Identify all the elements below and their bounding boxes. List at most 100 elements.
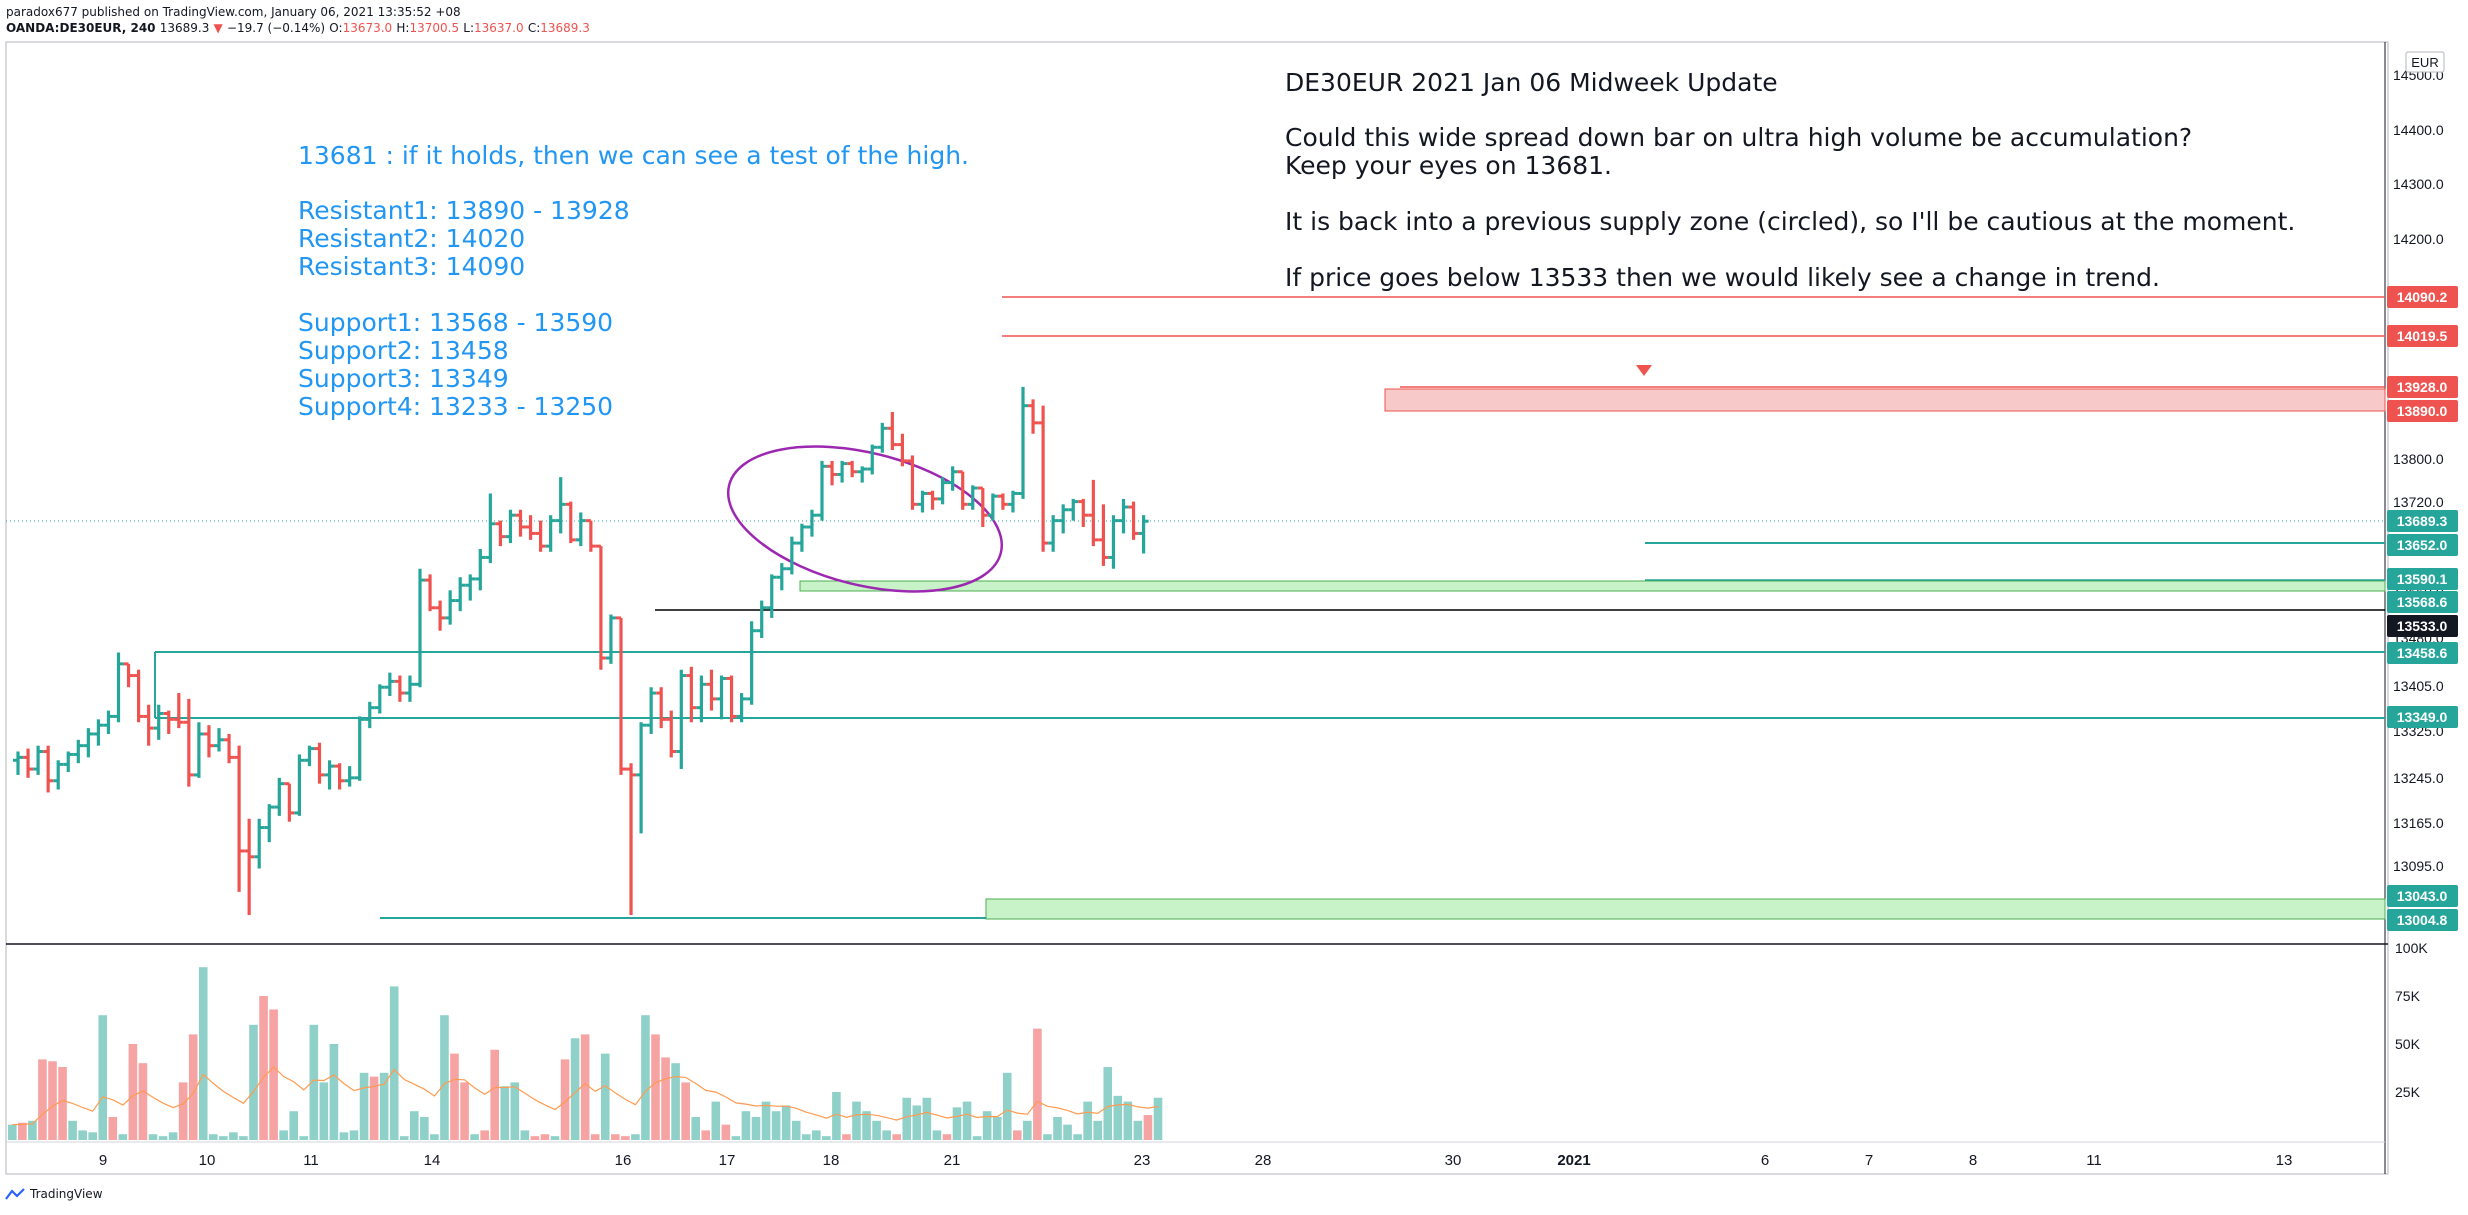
ohlc-bar [63,751,74,772]
volume-bar [1133,1120,1143,1140]
volume-tick-label: 25K [2395,1084,2421,1100]
volume-bar [279,1130,288,1140]
price-label-text: 13533.0 [2397,618,2448,634]
ohlc-bar [214,728,224,752]
symbol[interactable]: OANDA:DE30EUR, 240 [6,21,156,35]
volume-bar [942,1134,952,1140]
volume-tick-label: 50K [2395,1036,2421,1052]
header: paradox677 published on TradingView.com,… [0,0,2468,40]
ohlc-bar [1007,490,1018,513]
time-tick-label: 10 [199,1152,216,1169]
time-tick-label: 14 [424,1152,441,1169]
ohlc-bar [837,460,848,483]
left-notes[interactable]: 13681 : if it holds, then we can see a t… [298,141,969,421]
ohlc-bars [13,386,1149,916]
ohlc-bar [43,745,54,793]
ohlc-bar [927,490,938,510]
volume-bar [641,1015,650,1140]
volume-bar [761,1101,771,1140]
volume-bar [530,1136,540,1140]
volume-bar [48,1061,57,1140]
volume-bar [1023,1120,1032,1140]
volume-bar [671,1063,680,1140]
price-label: 14019.5 [2387,325,2458,347]
volume-bar [621,1136,630,1140]
ohlc-bar [535,520,546,552]
resistance-zone-13890-13928[interactable] [1384,388,2386,412]
ohlc-bar [555,477,566,534]
ohlc-bar [776,563,787,591]
price-label-text: 13890.0 [2397,403,2448,419]
volume-bar [450,1053,459,1140]
ohlc-bar [1068,498,1079,521]
volume-bar [239,1136,248,1140]
ohlc-bar [857,466,868,483]
ohlc-bar [676,669,687,770]
volume-bar [631,1134,640,1140]
volume-bar [661,1057,670,1140]
price-label: 13533.0 [2387,615,2458,637]
ohlc-bar [585,519,596,552]
ohlc-bar [796,523,807,552]
ohlc-bar [314,742,325,784]
price-labels: 14090.2 14019.5 13928.0 13890.0 13689.3 13652… [2387,286,2458,931]
ohlc-bar [183,698,194,787]
volume-bar [912,1105,922,1140]
price-tick-label: 13800.0 [2393,451,2444,467]
note-support-2: Support2: 13458 [298,336,509,365]
volume-bar [359,1072,369,1140]
volume-bar [1143,1115,1153,1140]
ohlc-bar [616,616,626,775]
price-label: 13689.3 [2387,510,2458,532]
price-label: 13652.0 [2387,534,2458,556]
ohlc-bar [605,614,616,664]
ohlc-bar [726,675,737,723]
price-label-text: 13568.6 [2397,594,2448,610]
price-tick-label: 14200.0 [2393,231,2444,247]
support-zone-13004-13043[interactable] [985,898,2386,920]
open-value: 13673.0 [342,21,393,35]
support-zone-13568-13590[interactable] [799,580,2386,592]
time-tick-label: 18 [823,1152,840,1169]
volume-bar [1153,1097,1163,1140]
ohlc-bar [847,460,858,478]
right-notes[interactable]: DE30EUR 2021 Jan 06 Midweek Update Could… [1285,68,2295,292]
volume-bar [88,1132,97,1140]
note-support-1: Support1: 13568 - 13590 [298,308,613,337]
ohlc-bar [455,577,466,612]
price-label: 13928.0 [2387,376,2458,398]
ohlc-bar [193,722,204,778]
volume-bar [741,1111,751,1140]
volume-bar [259,996,268,1140]
footer: TradingView [4,1187,103,1201]
volume-bar [600,1053,610,1140]
ohlc-bar [957,470,968,510]
supply-zone-circle[interactable] [713,421,1017,617]
time-tick-label: 30 [1445,1152,1462,1169]
ohlc-bar [595,544,606,670]
ohlc-bar [897,433,908,467]
ohlc-bar [294,754,305,816]
note-support-3: Support3: 13349 [298,364,509,393]
tradingview-logo-icon [5,1188,25,1200]
ohlc-bar [917,490,928,513]
low-value: 13637.0 [474,21,524,35]
ohlc-bar [766,574,777,618]
time-tick-label: 13 [2276,1152,2293,1169]
ohlc-bar [696,675,707,723]
currency-badge[interactable] [2405,51,2445,73]
price-label-text: 13590.1 [2397,571,2448,587]
volume-bar [480,1130,489,1140]
ohlc-bar [646,687,657,734]
footer-brand[interactable]: TradingView [30,1187,103,1201]
volume-bar [28,1120,37,1140]
volume-bar [771,1111,781,1140]
volume-bar [862,1111,871,1140]
ohlc-bar [244,818,255,916]
time-tick-label: 17 [719,1152,736,1169]
ohlc-bar [636,722,647,834]
ohlc-bar [133,669,144,723]
ohlc-bar [716,675,727,720]
volume-bar [882,1130,891,1140]
